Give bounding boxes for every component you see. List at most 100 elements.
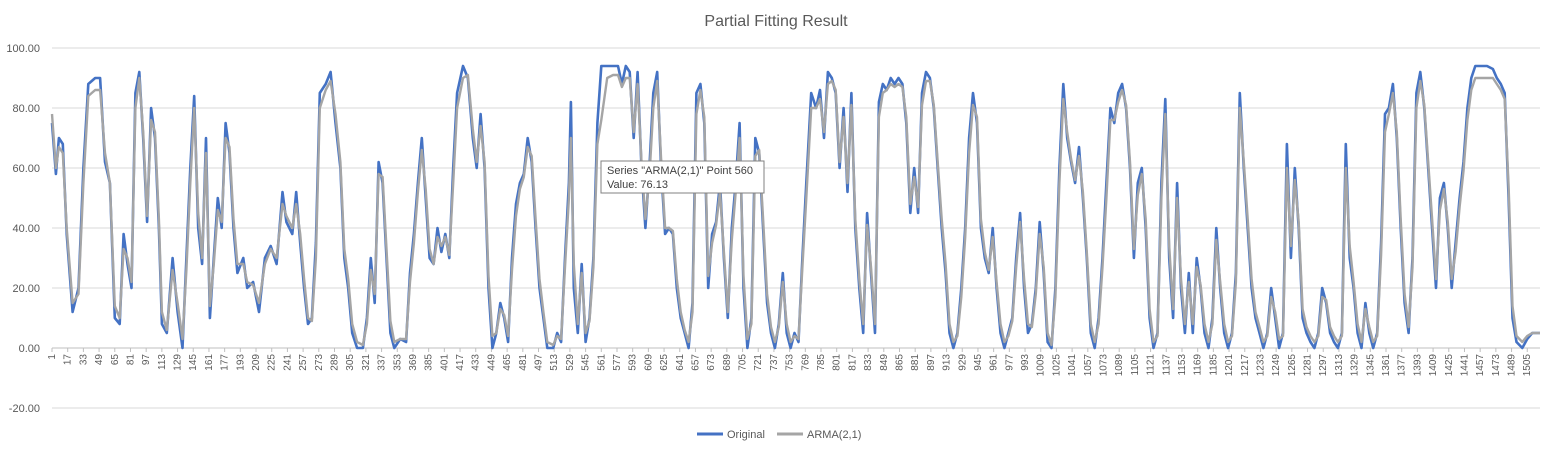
x-tick-label: 529: [565, 354, 576, 371]
x-tick-label: 1: [47, 354, 58, 360]
x-tick-label: 945: [973, 354, 984, 371]
x-tick-label: 145: [188, 354, 199, 371]
x-tick-label: 129: [173, 354, 184, 371]
x-tick-label: 1489: [1507, 354, 1518, 377]
x-tick-label: 1233: [1255, 354, 1266, 377]
tooltip-series-text: Series "ARMA(2,1)" Point 560: [607, 165, 753, 177]
x-tick-label: 481: [518, 354, 529, 371]
x-tick-label: 577: [612, 354, 623, 371]
tooltip-value-text: Value: 76.13: [607, 179, 668, 191]
y-tick-label: 0.00: [19, 343, 40, 355]
x-tick-label: 961: [989, 354, 1000, 371]
x-tick-label: 385: [424, 354, 435, 371]
x-tick-label: 1457: [1475, 354, 1486, 377]
x-tick-label: 609: [643, 354, 654, 371]
legend-label-arma: ARMA(2,1): [807, 429, 861, 441]
x-tick-label: 1345: [1365, 354, 1376, 377]
x-tick-label: 401: [439, 354, 450, 371]
x-tick-label: 513: [549, 354, 560, 371]
x-tick-label: 177: [220, 354, 231, 371]
x-tick-label: 1201: [1224, 354, 1235, 377]
y-tick-label: -20.00: [9, 403, 40, 415]
x-tick-label: 849: [879, 354, 890, 371]
x-tick-label: 561: [596, 354, 607, 371]
x-tick-label: 1089: [1114, 354, 1125, 377]
x-tick-label: 337: [377, 354, 388, 371]
x-tick-label: 1265: [1287, 354, 1298, 377]
x-tick-label: 241: [282, 354, 293, 371]
x-axis: 1 17 33 49 65 81 97 113 129 145 161 177 193 209 225 241…: [47, 348, 1533, 376]
x-tick-label: 353: [392, 354, 403, 371]
x-tick-label: 897: [926, 354, 937, 371]
y-tick-label: 20.00: [12, 283, 40, 295]
x-tick-label: 881: [910, 354, 921, 371]
x-tick-label: 817: [847, 354, 858, 371]
x-tick-label: 81: [125, 354, 136, 366]
x-tick-label: 497: [534, 354, 545, 371]
x-tick-label: 593: [628, 354, 639, 371]
x-tick-label: 1249: [1271, 354, 1282, 377]
x-tick-label: 1329: [1350, 354, 1361, 377]
x-tick-label: 1281: [1303, 354, 1314, 377]
x-tick-label: 161: [204, 354, 215, 371]
x-tick-label: 737: [769, 354, 780, 371]
x-tick-label: 689: [722, 354, 733, 371]
x-tick-label: 545: [581, 354, 592, 371]
x-tick-label: 1137: [1161, 354, 1172, 376]
x-tick-label: 1009: [1036, 354, 1047, 377]
x-tick-label: 1361: [1381, 354, 1392, 377]
x-tick-label: 1153: [1177, 354, 1188, 376]
x-tick-label: 1025: [1051, 354, 1062, 377]
x-tick-label: 1121: [1146, 354, 1157, 376]
x-tick-label: 113: [157, 354, 168, 370]
x-tick-label: 993: [1020, 354, 1031, 371]
x-tick-label: 1169: [1193, 354, 1204, 376]
x-tick-label: 913: [942, 354, 953, 371]
x-tick-label: 193: [235, 354, 246, 371]
data-tooltip: Series "ARMA(2,1)" Point 560 Value: 76.1…: [600, 160, 765, 194]
x-tick-label: 769: [800, 354, 811, 371]
y-tick-label: 60.00: [12, 163, 40, 175]
y-tick-label: 80.00: [12, 103, 40, 115]
x-tick-label: 1313: [1334, 354, 1345, 377]
x-tick-label: 705: [738, 354, 749, 371]
x-tick-label: 225: [267, 354, 278, 371]
x-tick-label: 1297: [1318, 354, 1329, 377]
y-tick-label: 40.00: [12, 223, 40, 235]
x-tick-label: 1185: [1208, 354, 1219, 376]
x-tick-label: 1057: [1083, 354, 1094, 377]
x-tick-label: 1441: [1459, 354, 1470, 377]
x-tick-label: 1473: [1491, 354, 1502, 377]
x-tick-label: 257: [298, 354, 309, 371]
x-tick-label: 977: [1004, 354, 1015, 371]
x-tick-label: 1217: [1240, 354, 1251, 377]
x-tick-label: 1377: [1397, 354, 1408, 377]
x-tick-label: 417: [455, 354, 466, 371]
y-axis: -20.00 0.00 20.00 40.00 60.00 80.00 100.00: [6, 43, 40, 415]
x-tick-label: 433: [471, 354, 482, 371]
series-line-arma[interactable]: [50, 73, 1540, 347]
x-tick-label: 657: [690, 354, 701, 371]
x-tick-label: 17: [63, 354, 74, 366]
x-tick-label: 97: [141, 354, 152, 366]
x-tick-label: 1073: [1099, 354, 1110, 377]
x-tick-label: 289: [329, 354, 340, 371]
x-tick-label: 785: [816, 354, 827, 371]
x-tick-label: 721: [753, 354, 764, 371]
plot-area: [50, 64, 1540, 350]
x-tick-label: 1425: [1444, 354, 1455, 377]
chart-title: Partial Fitting Result: [704, 13, 848, 30]
x-tick-label: 369: [408, 354, 419, 371]
x-tick-label: 929: [957, 354, 968, 371]
x-tick-label: 833: [863, 354, 874, 371]
x-tick-label: 1409: [1428, 354, 1439, 377]
x-tick-label: 465: [502, 354, 513, 371]
x-tick-label: 1041: [1067, 354, 1078, 377]
x-tick-label: 1393: [1412, 354, 1423, 377]
x-tick-label: 321: [361, 354, 372, 371]
x-tick-label: 1105: [1130, 354, 1141, 376]
x-tick-label: 49: [94, 354, 105, 366]
x-tick-label: 305: [345, 354, 356, 371]
legend[interactable]: Original ARMA(2,1): [697, 429, 861, 441]
